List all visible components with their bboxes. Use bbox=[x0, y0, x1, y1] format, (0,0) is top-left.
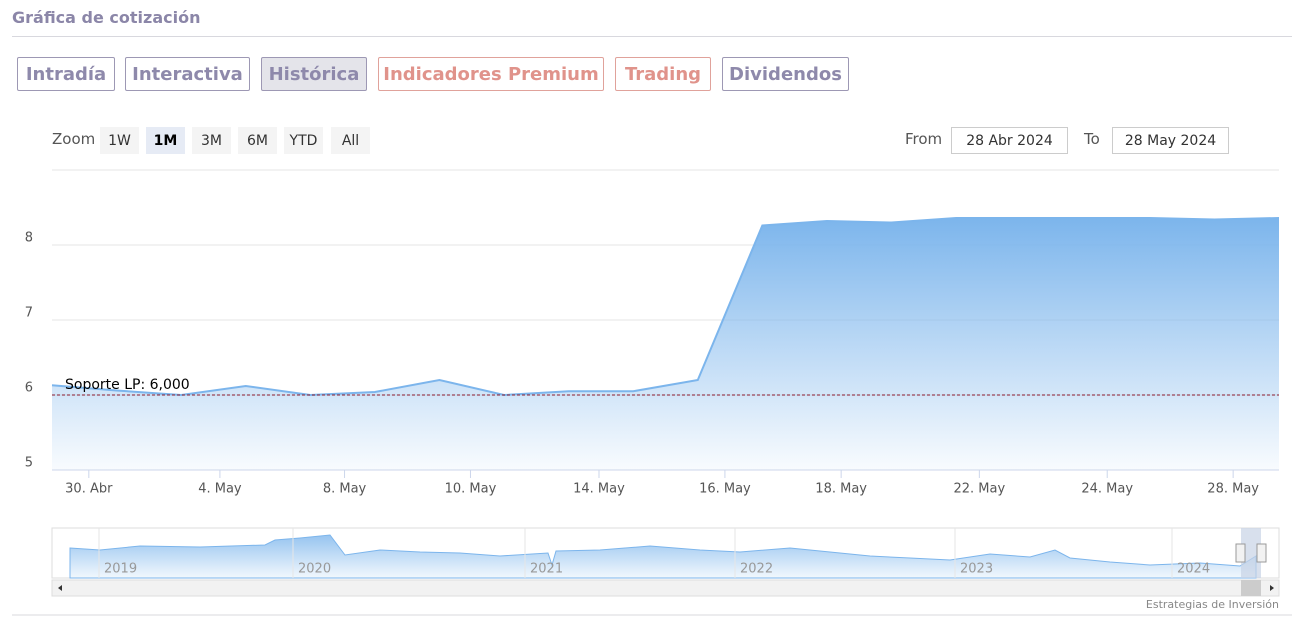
tab[interactable]: Indicadores Premium bbox=[378, 57, 604, 91]
divider bbox=[12, 36, 1292, 37]
to-input[interactable]: 28 May 2024 bbox=[1112, 127, 1229, 154]
x-tick-label: 18. May bbox=[815, 482, 867, 497]
x-tick-label: 8. May bbox=[323, 482, 367, 497]
zoom-button[interactable]: YTD bbox=[284, 127, 323, 154]
credit: Estrategias de Inversión bbox=[1146, 598, 1279, 611]
area bbox=[52, 218, 1279, 470]
zoom-label: Zoom bbox=[52, 130, 96, 148]
x-tick-label: 10. May bbox=[445, 482, 497, 497]
zoom-button[interactable]: All bbox=[331, 127, 370, 154]
to-label: To bbox=[1084, 130, 1100, 148]
tab[interactable]: Interactiva bbox=[125, 57, 250, 91]
tab[interactable]: Intradía bbox=[17, 57, 115, 91]
zoom-button[interactable]: 1M bbox=[146, 127, 185, 154]
x-tick-label: 22. May bbox=[954, 482, 1006, 497]
y-tick-label: 5 bbox=[25, 456, 33, 471]
tab[interactable]: Dividendos bbox=[722, 57, 849, 91]
zoom-button[interactable]: 1W bbox=[100, 127, 139, 154]
x-tick-label: 14. May bbox=[573, 482, 625, 497]
from-input[interactable]: 28 Abr 2024 bbox=[951, 127, 1068, 154]
page-title: Gráfica de cotización bbox=[12, 8, 201, 27]
navigator-year: 2020 bbox=[298, 562, 331, 577]
x-tick-label: 4. May bbox=[198, 482, 242, 497]
y-tick-label: 7 bbox=[25, 306, 33, 321]
x-tick-label: 28. May bbox=[1207, 482, 1259, 497]
tab[interactable]: Histórica bbox=[261, 57, 367, 91]
x-tick-label: 24. May bbox=[1081, 482, 1133, 497]
zoom-button[interactable]: 3M bbox=[192, 127, 231, 154]
x-tick-label: 16. May bbox=[699, 482, 751, 497]
plot-line-label: Soporte LP: 6,000 bbox=[65, 377, 190, 393]
navigator: 2019 2020 2021 2022 2023 2024 bbox=[51, 527, 1280, 597]
zoom-button[interactable]: 6M bbox=[238, 127, 277, 154]
y-tick-label: 8 bbox=[25, 231, 33, 246]
y-tick-label: 6 bbox=[25, 381, 33, 396]
navigator-year: 2023 bbox=[960, 562, 993, 577]
navigator-year: 2021 bbox=[530, 562, 563, 577]
navigator-year: 2022 bbox=[740, 562, 773, 577]
navigator-year: 2024 bbox=[1177, 562, 1210, 577]
x-tick-label: 30. Abr bbox=[65, 482, 113, 497]
line bbox=[51, 217, 1280, 397]
navigator-year: 2019 bbox=[104, 562, 137, 577]
from-label: From bbox=[905, 130, 943, 148]
tab[interactable]: Trading bbox=[615, 57, 711, 91]
